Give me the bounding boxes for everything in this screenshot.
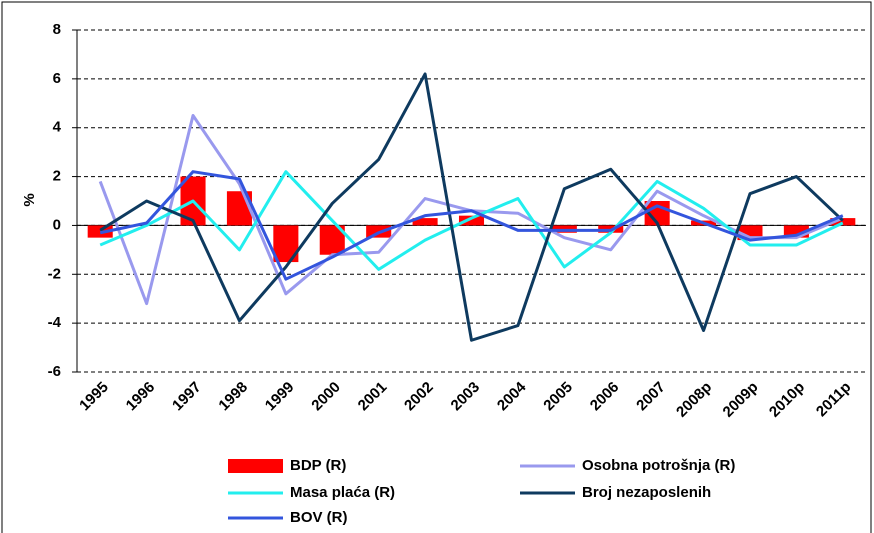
x-tick-label: 2004 — [494, 378, 530, 414]
x-tick-label: 2011p — [813, 379, 855, 421]
bar — [412, 218, 438, 226]
legend-label: Osobna potrošnja (R) — [582, 457, 735, 474]
y-tick-label: 2 — [53, 168, 61, 185]
y-tick-label: -4 — [48, 314, 62, 331]
x-tick-label: 2006 — [587, 379, 623, 415]
y-axis-label: % — [21, 193, 38, 206]
x-tick-label: 2009p — [719, 379, 761, 421]
x-tick-label: 2005 — [540, 379, 576, 415]
x-tick-label: 1995 — [76, 379, 112, 415]
line — [99, 170, 844, 271]
x-tick-label: 2001 — [355, 379, 391, 415]
x-tick-label: 1997 — [169, 379, 205, 415]
y-tick-label: 6 — [53, 70, 61, 87]
x-tick-label: 2007 — [633, 379, 669, 415]
x-tick-label: 1999 — [262, 379, 298, 415]
bar — [458, 215, 485, 226]
x-tick-label: 2003 — [448, 379, 484, 415]
y-tick-label: -2 — [48, 265, 61, 282]
legend-label: Broj nezaposlenih — [582, 484, 711, 501]
y-tick-label: 0 — [53, 216, 61, 233]
line — [99, 170, 844, 281]
x-tick-label: 2002 — [401, 379, 437, 415]
legend-swatch — [228, 459, 283, 473]
y-tick-label: 4 — [53, 119, 62, 136]
line — [99, 72, 844, 342]
x-tick-label: 2010p — [766, 379, 808, 421]
legend-label: BDP (R) — [290, 457, 346, 474]
legend-label: Masa plaća (R) — [290, 484, 395, 501]
x-tick-label: 1998 — [215, 379, 251, 415]
x-tick-label: 2008p — [673, 379, 715, 421]
y-tick-label: 8 — [53, 21, 61, 38]
y-tick-label: -6 — [48, 363, 61, 380]
x-tick-label: 2000 — [308, 379, 344, 415]
x-tick-label: 1996 — [123, 379, 159, 415]
bar — [830, 218, 856, 226]
legend-label: BOV (R) — [290, 509, 348, 526]
